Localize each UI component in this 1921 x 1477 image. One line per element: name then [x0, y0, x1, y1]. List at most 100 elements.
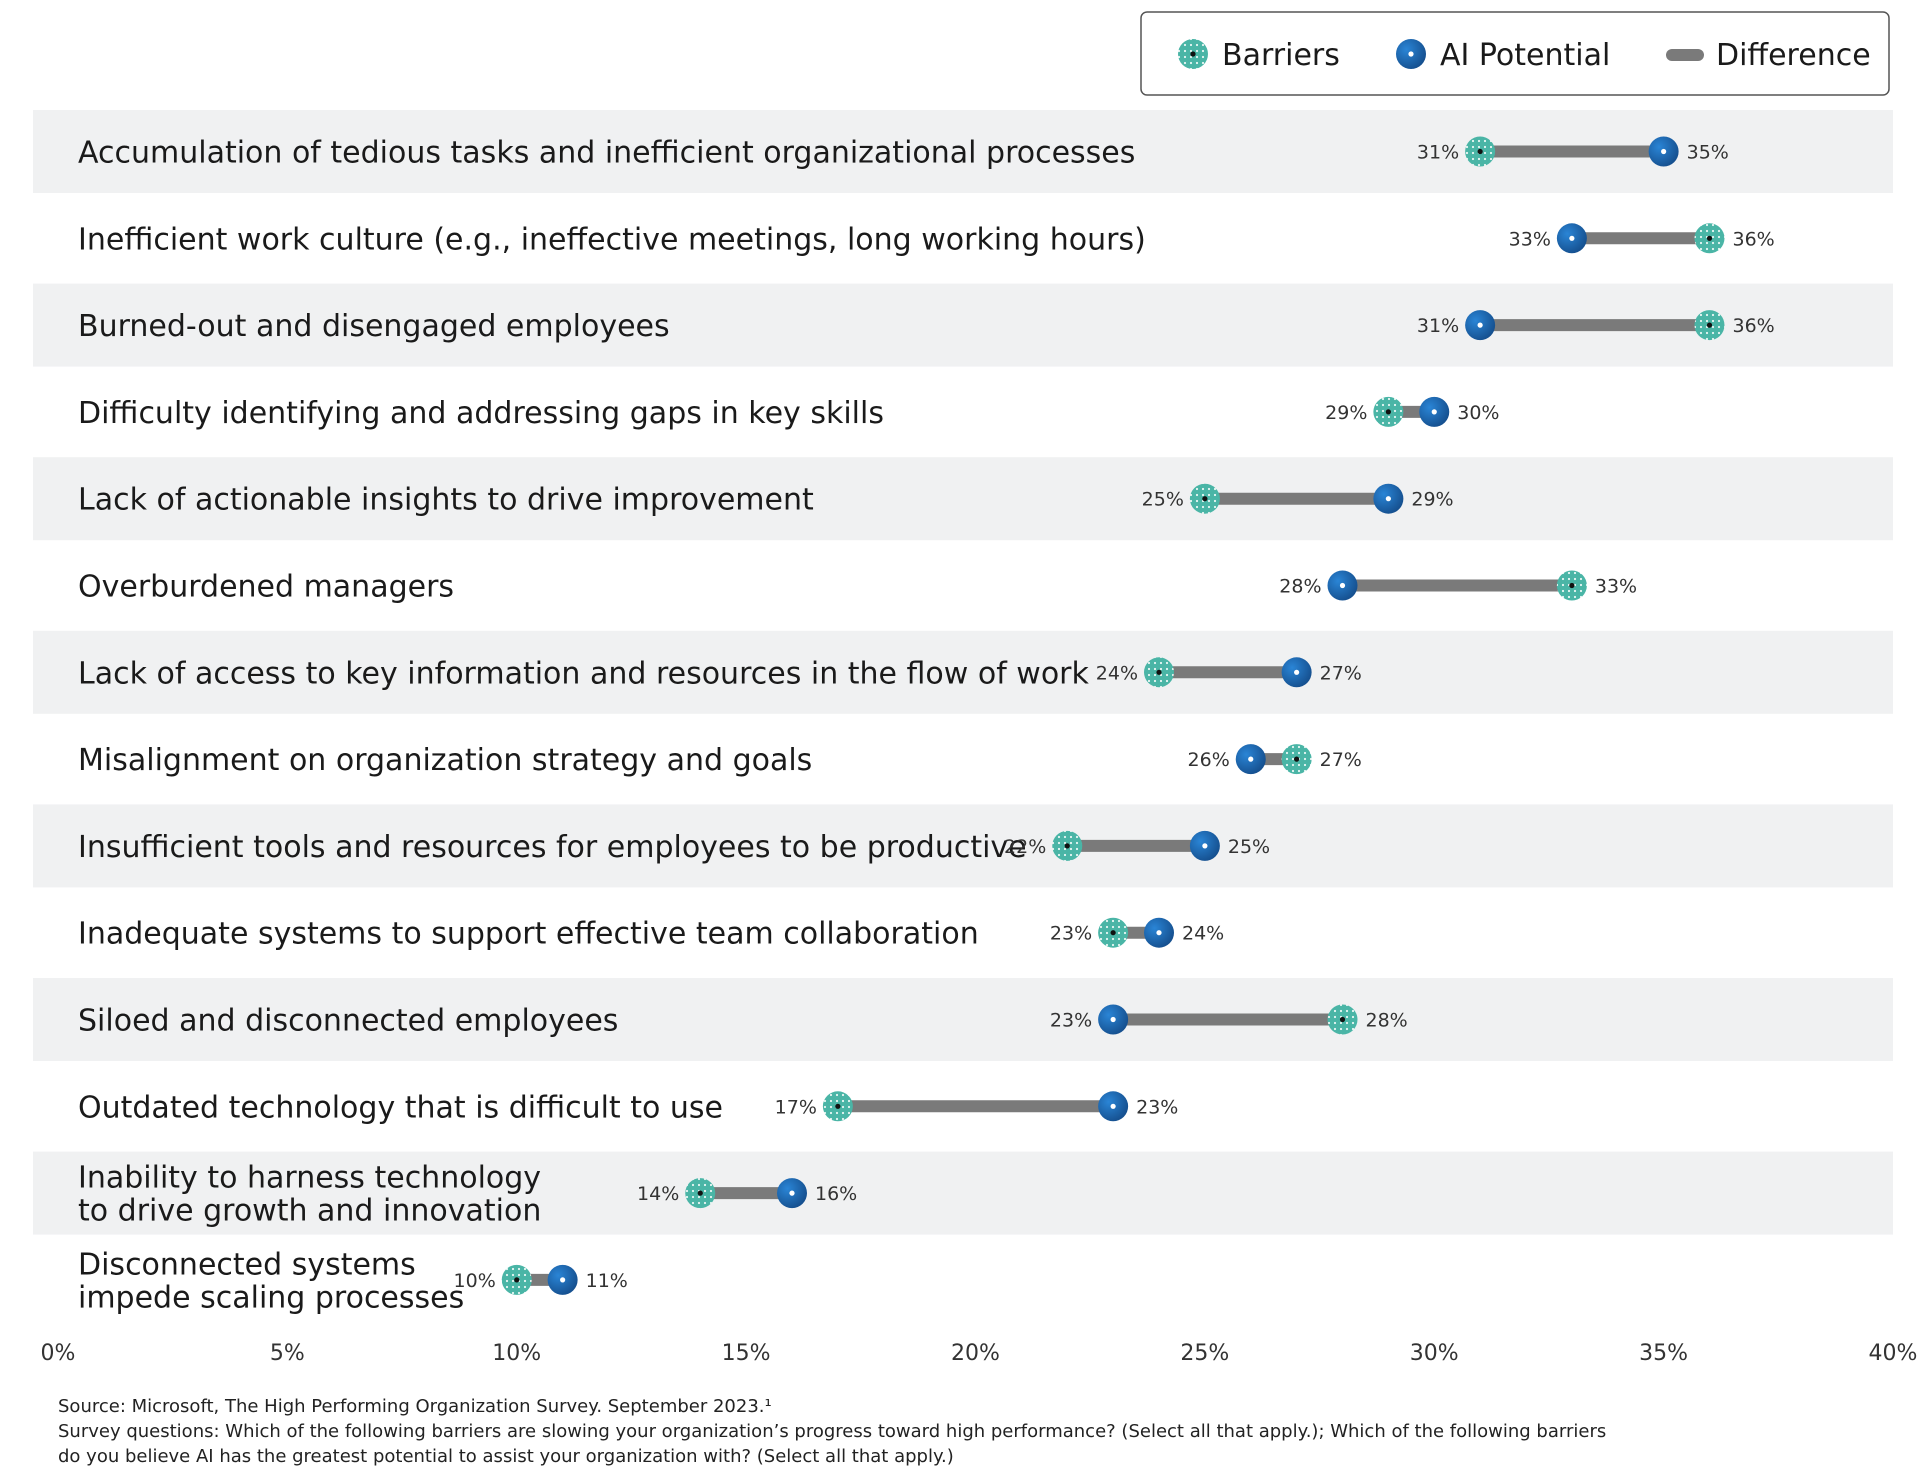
- ai-potential-point-center: [1477, 322, 1483, 328]
- survey-note-line-1: Survey questions: Which of the following…: [58, 1421, 1607, 1442]
- category-label: Outdated technology that is difficult to…: [78, 1090, 723, 1125]
- ai-potential-value-label: 31%: [1417, 315, 1459, 337]
- ai-potential-value-label: 27%: [1320, 662, 1362, 684]
- ai-potential-point-center: [1248, 756, 1254, 762]
- ai-potential-value-label: 35%: [1687, 142, 1729, 164]
- ai-potential-value-label: 29%: [1411, 489, 1453, 511]
- chart-row: Overburdened managers 28% 33%: [78, 570, 1637, 605]
- barriers-value-label: 25%: [1142, 489, 1184, 511]
- legend-difference-label: Difference: [1716, 38, 1871, 73]
- barriers-point-center: [1477, 148, 1483, 155]
- ai-potential-value-label: 25%: [1228, 836, 1270, 858]
- ai-potential-point-center: [1110, 1103, 1116, 1109]
- ai-potential-point-center: [1294, 669, 1300, 675]
- x-tick-label: 20%: [951, 1341, 1000, 1366]
- legend-ai-potential-label: AI Potential: [1440, 38, 1610, 73]
- x-tick-label: 15%: [722, 1341, 771, 1366]
- ai-potential-value-label: 28%: [1279, 576, 1321, 598]
- barriers-value-label: 24%: [1096, 662, 1138, 684]
- category-label: Inadequate systems to support effective …: [78, 917, 979, 952]
- chart-row: Accumulation of tedious tasks and ineffi…: [78, 136, 1729, 171]
- legend-barriers-label: Barriers: [1222, 38, 1340, 73]
- barriers-point-center: [514, 1277, 520, 1283]
- barriers-point-center: [835, 1103, 841, 1109]
- barriers-value-label: 28%: [1366, 1010, 1408, 1032]
- barriers-point-center: [697, 1190, 703, 1196]
- chart-row: Inefficient work culture (e.g., ineffect…: [78, 222, 1775, 257]
- ai-potential-point-center: [1431, 409, 1437, 415]
- x-tick-label: 35%: [1639, 1341, 1688, 1366]
- legend-item-barriers: Barriers: [1178, 38, 1340, 73]
- category-label: Lack of access to key information and re…: [78, 656, 1090, 691]
- ai-potential-point-center: [1339, 582, 1346, 589]
- barriers-value-label: 23%: [1050, 923, 1092, 945]
- barriers-point-center: [1064, 843, 1070, 849]
- legend-ai-potential-marker-center: [1408, 51, 1414, 57]
- x-tick-label: 30%: [1410, 1341, 1459, 1366]
- category-label: Burned-out and disengaged employees: [78, 309, 670, 344]
- barriers-point-center: [1110, 930, 1116, 936]
- category-label: Difficulty identifying and addressing ga…: [78, 396, 884, 431]
- row-band: [33, 1151, 1893, 1235]
- ai-potential-value-label: 23%: [1136, 1096, 1178, 1118]
- category-label: Disconnected systems: [78, 1247, 416, 1282]
- x-tick-label: 0%: [41, 1341, 76, 1366]
- source-note: Source: Microsoft, The High Performing O…: [58, 1396, 772, 1417]
- footnotes: Source: Microsoft, The High Performing O…: [58, 1394, 1678, 1469]
- legend: Barriers AI Potential Difference: [1140, 11, 1890, 96]
- ai-potential-point-center: [1661, 148, 1667, 155]
- barriers-point-center: [1706, 235, 1713, 241]
- barriers-value-label: 36%: [1733, 228, 1775, 250]
- row-bands: [33, 110, 1893, 1235]
- survey-note-line-2: do you believe AI has the greatest poten…: [58, 1446, 954, 1467]
- category-label: to drive growth and innovation: [78, 1194, 541, 1229]
- ai-potential-point-center: [1569, 235, 1575, 241]
- barriers-point-center: [1202, 496, 1208, 502]
- chart-row: Misalignment on organization strategy an…: [78, 743, 1362, 778]
- category-label: Inefficient work culture (e.g., ineffect…: [78, 222, 1146, 257]
- barriers-point-center: [1385, 409, 1391, 415]
- barriers-value-label: 29%: [1325, 402, 1367, 424]
- barriers-value-label: 33%: [1595, 576, 1637, 598]
- row-band: [33, 630, 1893, 714]
- category-label: Overburdened managers: [78, 570, 454, 605]
- barriers-point-center: [1294, 756, 1300, 762]
- chart-row: Burned-out and disengaged employees 31% 36…: [78, 309, 1775, 344]
- x-tick-label: 25%: [1180, 1341, 1229, 1366]
- chart-row: Outdated technology that is difficult to…: [78, 1090, 1178, 1125]
- barriers-point-center: [1706, 322, 1713, 328]
- barriers-value-label: 31%: [1417, 142, 1459, 164]
- ai-potential-value-label: 23%: [1050, 1010, 1092, 1032]
- ai-potential-point-center: [1202, 843, 1208, 849]
- ai-potential-point-center: [1156, 930, 1162, 936]
- chart-row: Siloed and disconnected employees 23% 28%: [78, 1004, 1408, 1039]
- category-label: Inability to harness technology: [78, 1161, 541, 1196]
- chart-row: Difficulty identifying and addressing ga…: [78, 396, 1499, 431]
- ai-potential-point-center: [789, 1190, 795, 1196]
- barriers-point-center: [1569, 582, 1575, 589]
- chart-row: Inadequate systems to support effective …: [78, 917, 1224, 952]
- ai-potential-value-label: 33%: [1509, 228, 1551, 250]
- legend-box: [1140, 11, 1890, 96]
- chart-row: Lack of actionable insights to drive imp…: [78, 483, 1454, 518]
- category-label: Lack of actionable insights to drive imp…: [78, 483, 814, 518]
- x-tick-label: 40%: [1869, 1341, 1918, 1366]
- ai-potential-value-label: 30%: [1457, 402, 1499, 424]
- barriers-value-label: 14%: [637, 1183, 679, 1205]
- ai-potential-value-label: 24%: [1182, 923, 1224, 945]
- x-tick-label: 10%: [492, 1341, 541, 1366]
- barriers-value-label: 36%: [1733, 315, 1775, 337]
- barriers-value-label: 27%: [1320, 749, 1362, 771]
- category-label: Accumulation of tedious tasks and ineffi…: [78, 136, 1135, 171]
- ai-potential-point-center: [1110, 1016, 1116, 1023]
- x-axis: 0% 5% 10% 15% 20% 25% 30% 35% 40%: [41, 1341, 1918, 1366]
- ai-potential-value-label: 26%: [1188, 749, 1230, 771]
- chart-row: Insufficient tools and resources for emp…: [78, 830, 1270, 865]
- category-label: Misalignment on organization strategy an…: [78, 743, 812, 778]
- chart-rows: Accumulation of tedious tasks and ineffi…: [78, 136, 1775, 1316]
- barriers-point-center: [1339, 1016, 1346, 1023]
- row-band: [33, 978, 1893, 1061]
